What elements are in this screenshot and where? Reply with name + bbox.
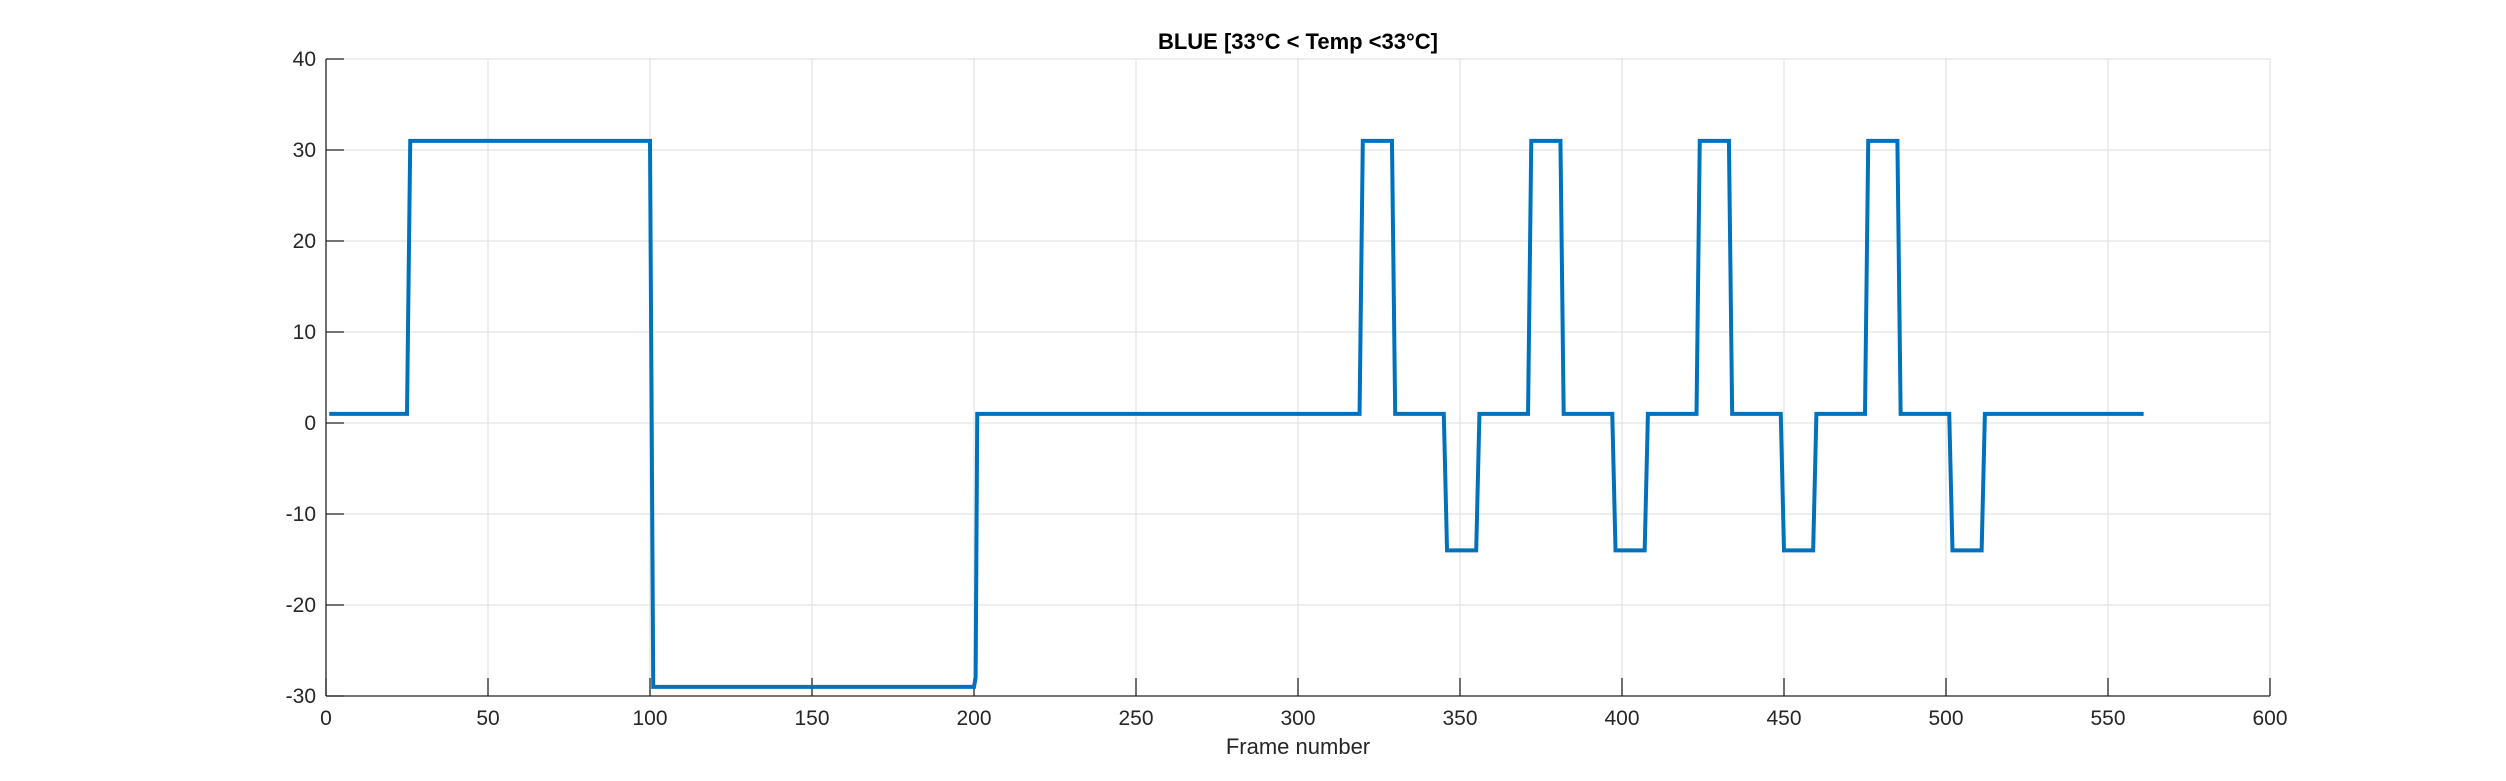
x-tick-label: 450 [1766, 707, 1801, 730]
axes [325, 58, 2271, 697]
y-tick-label: -20 [286, 594, 316, 617]
x-tick-labels: 0 50 100 150 200 250 300 350 400 450 500 550 600 [320, 707, 2287, 730]
x-tick-label: 200 [956, 707, 991, 730]
x-tick-label: 250 [1118, 707, 1153, 730]
x-tick-label: 150 [794, 707, 829, 730]
y-tick-label: 20 [293, 230, 316, 253]
x-tick-label: 100 [632, 707, 667, 730]
y-tick-labels: -30 -20 -10 0 10 20 30 40 [286, 48, 316, 708]
y-tick-label: -30 [286, 685, 316, 708]
x-tick-label: 350 [1442, 707, 1477, 730]
x-tick-label: 300 [1280, 707, 1315, 730]
x-tick-label: 600 [2252, 707, 2287, 730]
y-tick-label: 0 [304, 412, 316, 435]
x-tick-label: 50 [476, 707, 499, 730]
chart-title: BLUE [33°C < Temp <33°C] [1158, 29, 1438, 54]
series-line-1 [329, 138, 2144, 689]
y-tick-label: 40 [293, 48, 316, 71]
series [329, 138, 2144, 689]
x-tick-label: 0 [320, 707, 332, 730]
y-tick-label: 10 [293, 321, 316, 344]
x-axis-label: Frame number [1226, 734, 1370, 759]
x-tick-label: 400 [1604, 707, 1639, 730]
y-tick-label: -10 [286, 503, 316, 526]
x-tick-label: 500 [1928, 707, 1963, 730]
x-tick-label: 550 [2090, 707, 2125, 730]
y-tick-label: 30 [293, 139, 316, 162]
